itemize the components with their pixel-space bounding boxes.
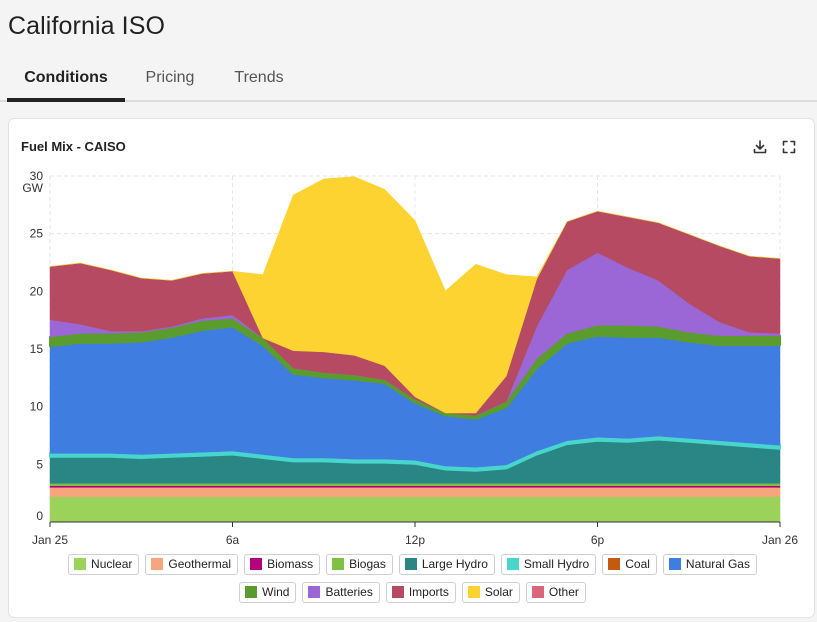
legend-item-large-hydro[interactable]: Large Hydro: [398, 554, 495, 575]
legend-swatch: [467, 586, 480, 598]
legend-item-geothermal[interactable]: Geothermal: [145, 554, 239, 575]
x-tick-label: 6p: [591, 533, 605, 547]
legend-label: Solar: [484, 585, 513, 599]
fuel-mix-card: Fuel Mix - CAISO Jan 25 6a 12p 6p Jan 26 0 5 10…: [8, 118, 815, 618]
legend-label: Biogas: [349, 557, 386, 571]
legend-item-batteries[interactable]: Batteries: [302, 582, 380, 603]
legend-label: Geothermal: [168, 557, 232, 571]
legend-swatch: [332, 558, 345, 570]
legend-label: Wind: [262, 585, 290, 599]
y-tick-label: 5: [36, 457, 43, 471]
x-tick-label: 12p: [405, 533, 425, 547]
legend-item-coal[interactable]: Coal: [602, 554, 657, 575]
y-tick-label: 25: [30, 227, 44, 241]
y-tick-label: 10: [30, 400, 44, 414]
legend-label: Coal: [625, 557, 650, 571]
legend-label: Small Hydro: [523, 557, 590, 571]
y-tick-label: 0: [36, 509, 43, 523]
legend-swatch: [531, 586, 544, 598]
legend-label: Natural Gas: [685, 557, 750, 571]
legend-label: Large Hydro: [421, 557, 488, 571]
legend-item-wind[interactable]: Wind: [239, 582, 297, 603]
legend-label: Imports: [408, 585, 449, 599]
download-icon: [753, 140, 767, 154]
legend-item-solar[interactable]: Solar: [461, 582, 520, 603]
download-button[interactable]: [750, 137, 770, 157]
legend-row: Wind Batteries Imports Solar Other: [9, 582, 816, 603]
x-tick-label: Jan 26: [762, 533, 798, 547]
legend-swatch: [608, 558, 621, 570]
legend-swatch: [74, 558, 87, 570]
legend-swatch: [404, 558, 417, 570]
legend-label: Biomass: [267, 557, 314, 571]
y-tick-label: 30: [30, 169, 44, 183]
legend-item-biomass[interactable]: Biomass: [244, 554, 321, 575]
legend-row: Nuclear Geothermal Biomass Biogas Large Hydr…: [9, 554, 816, 575]
y-tick-label: 15: [30, 342, 44, 356]
legend-swatch: [245, 586, 258, 598]
fullscreen-icon: [782, 140, 796, 154]
legend-swatch: [151, 558, 164, 570]
active-tab-indicator: [7, 98, 125, 102]
legend-label: Nuclear: [91, 557, 133, 571]
tab-conditions[interactable]: Conditions: [24, 69, 108, 86]
area-series-geothermal: [49, 487, 781, 497]
legend-item-imports[interactable]: Imports: [385, 582, 456, 603]
page-title: California ISO: [8, 12, 166, 40]
legend-label: Batteries: [325, 585, 373, 599]
chart-title: Fuel Mix - CAISO: [21, 139, 126, 154]
y-tick-label: 20: [30, 284, 44, 298]
legend-item-nuclear[interactable]: Nuclear: [68, 554, 140, 575]
area-series-nuclear: [49, 496, 781, 523]
area-series-biomass: [49, 485, 781, 488]
legend-item-natural-gas[interactable]: Natural Gas: [662, 554, 757, 575]
legend-swatch: [506, 558, 519, 570]
legend-item-biogas[interactable]: Biogas: [326, 554, 393, 575]
x-tick-label: 6a: [226, 533, 240, 547]
tab-pricing[interactable]: Pricing: [145, 69, 195, 86]
legend-swatch: [250, 558, 263, 570]
tab-trends[interactable]: Trends: [234, 69, 284, 86]
legend-item-other[interactable]: Other: [525, 582, 586, 603]
x-tick-label: Jan 25: [32, 533, 68, 547]
area-series-solar: [49, 176, 781, 414]
y-axis-label: GW: [22, 181, 43, 195]
legend-label: Other: [548, 585, 579, 599]
tab-bar: Conditions Pricing Trends: [0, 58, 817, 102]
area-series-biogas: [49, 483, 781, 486]
legend-swatch: [668, 558, 681, 570]
legend-swatch: [308, 586, 321, 598]
fullscreen-button[interactable]: [779, 137, 799, 157]
legend-swatch: [391, 586, 404, 598]
legend-item-small-hydro[interactable]: Small Hydro: [500, 554, 597, 575]
